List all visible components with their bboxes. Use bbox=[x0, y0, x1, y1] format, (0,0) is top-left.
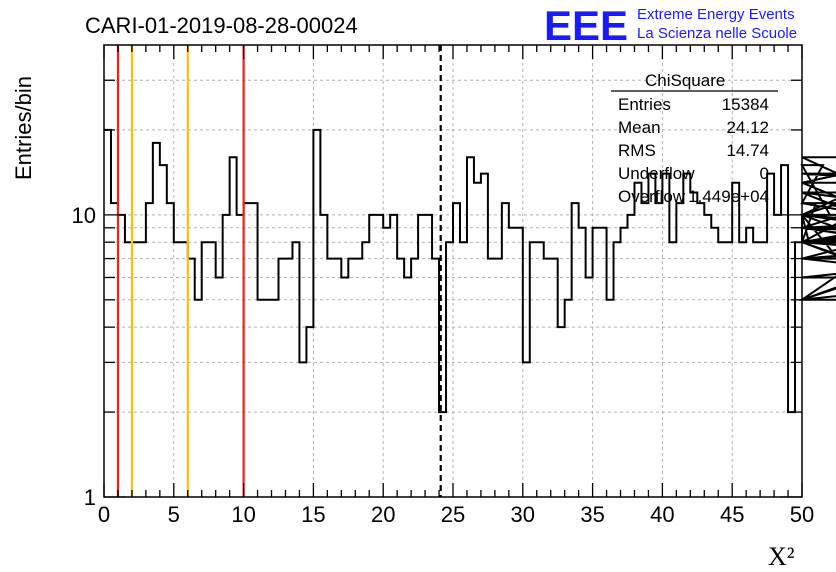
stat-label-overflow: Overflow bbox=[618, 187, 686, 206]
y-tick-label: 1 bbox=[84, 485, 96, 510]
y-tick-label: 10 bbox=[72, 203, 96, 228]
eee-logo: EEE Extreme Energy Events La Scienza nel… bbox=[544, 2, 797, 49]
stats-header: ChiSquare bbox=[645, 71, 725, 90]
x-tick-label: 15 bbox=[301, 502, 325, 527]
x-tick-label: 50 bbox=[790, 502, 814, 527]
histogram-bars bbox=[104, 128, 836, 414]
logo-mark: EEE bbox=[544, 2, 628, 49]
chart-title: CARI-01-2019-08-28-00024 bbox=[85, 13, 358, 38]
x-axis-label: X² bbox=[768, 542, 795, 571]
stat-label-underflow: Underflow bbox=[618, 164, 695, 183]
stat-value-rms: 14.74 bbox=[726, 141, 769, 160]
stat-label-entries: Entries bbox=[618, 95, 671, 114]
x-tick-label: 35 bbox=[580, 502, 604, 527]
axis-ticks: 0 5 10 15 20 25 30 35 40 45 50 1 10 bbox=[72, 45, 814, 527]
logo-line-2: La Scienza nelle Scuole bbox=[637, 25, 797, 42]
stat-value-underflow: 0 bbox=[760, 164, 769, 183]
x-tick-label: 40 bbox=[650, 502, 674, 527]
x-tick-label: 25 bbox=[441, 502, 465, 527]
stat-value-overflow: 1.449e+04 bbox=[688, 187, 769, 206]
reference-lines bbox=[116, 45, 442, 497]
histogram-outline bbox=[104, 128, 836, 414]
logo-line-1: Extreme Energy Events bbox=[637, 6, 795, 23]
x-tick-label: 5 bbox=[168, 502, 180, 527]
x-tick-label: 30 bbox=[511, 502, 535, 527]
x-tick-label: 45 bbox=[720, 502, 744, 527]
stat-value-mean: 24.12 bbox=[726, 118, 769, 137]
stat-value-entries: 15384 bbox=[722, 95, 769, 114]
grid bbox=[104, 45, 802, 497]
x-tick-label: 10 bbox=[231, 502, 255, 527]
stat-label-mean: Mean bbox=[618, 118, 661, 137]
x-tick-label: 20 bbox=[371, 502, 395, 527]
y-axis-label: Entries/bin bbox=[11, 76, 36, 180]
stats-box: ChiSquare Entries 15384 Mean 24.12 RMS 1… bbox=[611, 71, 778, 206]
stat-label-rms: RMS bbox=[618, 141, 656, 160]
x-tick-label: 0 bbox=[98, 502, 110, 527]
